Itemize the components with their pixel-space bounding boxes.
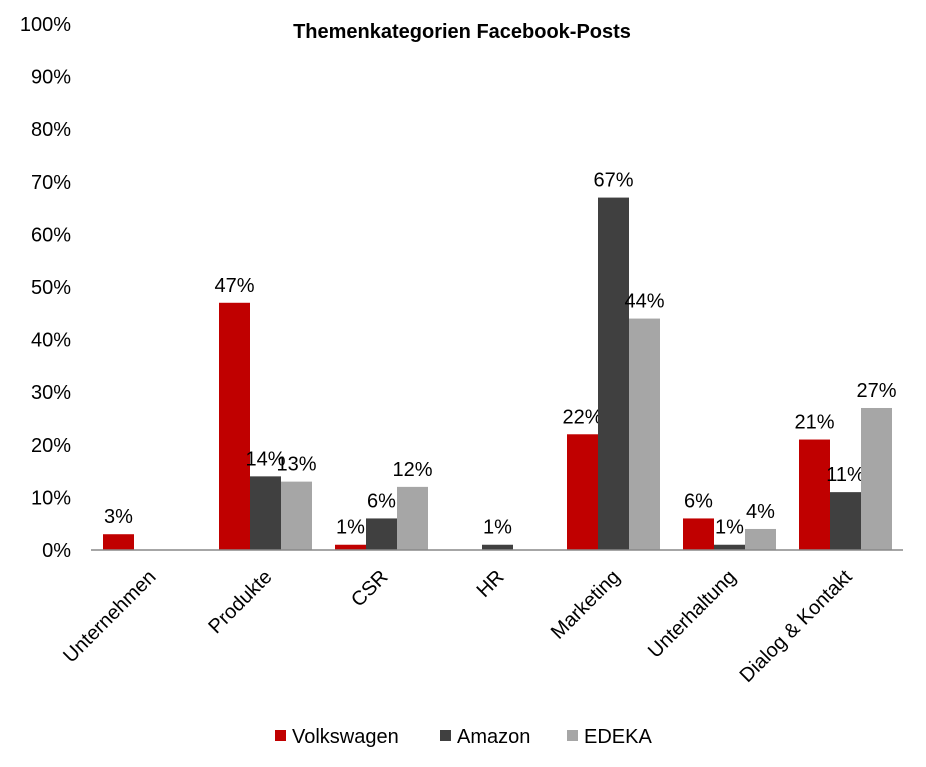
- y-tick-label: 60%: [31, 224, 71, 246]
- y-tick-label: 90%: [31, 67, 71, 89]
- category-label: HR: [473, 566, 509, 602]
- bar-amazon: [598, 197, 629, 550]
- y-tick-label: 30%: [31, 382, 71, 404]
- data-label: 3%: [104, 506, 133, 528]
- bar-amazon: [830, 492, 861, 550]
- data-label: 14%: [245, 448, 285, 470]
- bar-amazon: [366, 518, 397, 550]
- y-tick-label: 100%: [20, 14, 71, 36]
- y-tick-label: 20%: [31, 435, 71, 457]
- bar-amazon: [250, 476, 281, 550]
- data-label: 1%: [336, 517, 365, 539]
- data-label: 6%: [367, 490, 396, 512]
- data-label: 11%: [826, 464, 865, 486]
- legend-swatch-amazon: [440, 730, 451, 741]
- category-label: Marketing: [547, 566, 625, 644]
- chart-title: Themenkategorien Facebook-Posts: [293, 21, 631, 43]
- data-label: 44%: [624, 291, 664, 313]
- category-label: Produkte: [204, 566, 276, 638]
- y-tick-label: 40%: [31, 330, 71, 352]
- legend-label: EDEKA: [584, 726, 652, 748]
- data-label: 4%: [746, 501, 775, 523]
- bar-amazon: [482, 544, 513, 550]
- bar-volkswagen: [335, 544, 366, 550]
- bar-edeka: [745, 528, 776, 550]
- category-label: Unternehmen: [59, 566, 160, 667]
- data-label: 6%: [684, 490, 713, 512]
- bar-edeka: [861, 407, 892, 550]
- legend-label: Volkswagen: [292, 726, 399, 748]
- data-label: 22%: [562, 406, 602, 428]
- data-label: 67%: [593, 170, 633, 192]
- category-label: CSR: [347, 566, 392, 611]
- category-label: Dialog & Kontakt: [736, 566, 857, 687]
- bar-volkswagen: [219, 302, 250, 550]
- legend-swatch-volkswagen: [275, 730, 286, 741]
- bar-volkswagen: [567, 434, 598, 550]
- data-label: 13%: [276, 454, 316, 476]
- data-label: 47%: [214, 275, 254, 297]
- bar-volkswagen: [799, 439, 830, 550]
- data-label: 21%: [794, 412, 834, 434]
- bar-amazon: [714, 544, 745, 550]
- bar-volkswagen: [683, 518, 714, 550]
- y-tick-label: 80%: [31, 119, 71, 141]
- y-tick-label: 0%: [42, 540, 71, 562]
- legend-swatch-edeka: [567, 730, 578, 741]
- y-tick-label: 70%: [31, 172, 71, 194]
- y-tick-label: 50%: [31, 277, 71, 299]
- category-label: Unterhaltung: [644, 566, 741, 663]
- bar-volkswagen: [103, 534, 134, 550]
- legend-label: Amazon: [457, 726, 530, 748]
- data-label: 1%: [483, 517, 512, 539]
- data-label: 1%: [715, 517, 744, 539]
- data-label: 12%: [392, 459, 432, 481]
- data-label: 27%: [856, 380, 896, 402]
- bar-edeka: [629, 318, 660, 550]
- bar-edeka: [397, 486, 428, 550]
- bar-edeka: [281, 481, 312, 550]
- y-tick-label: 10%: [31, 487, 71, 509]
